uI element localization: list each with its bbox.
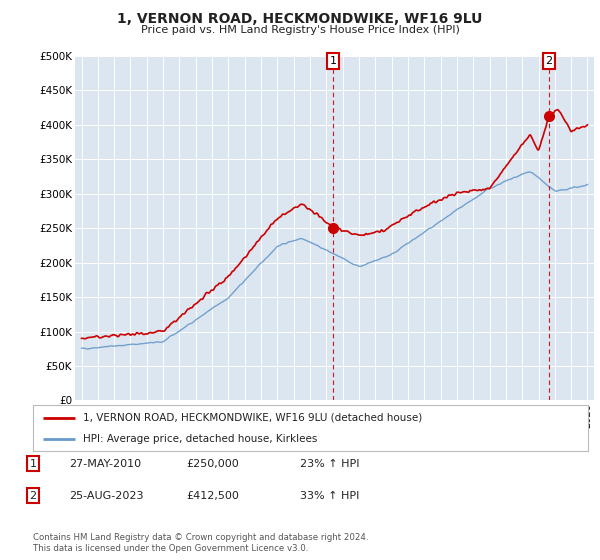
Text: 2: 2 — [29, 491, 37, 501]
Text: Contains HM Land Registry data © Crown copyright and database right 2024.
This d: Contains HM Land Registry data © Crown c… — [33, 533, 368, 553]
Text: 33% ↑ HPI: 33% ↑ HPI — [300, 491, 359, 501]
Text: 1, VERNON ROAD, HECKMONDWIKE, WF16 9LU (detached house): 1, VERNON ROAD, HECKMONDWIKE, WF16 9LU (… — [83, 413, 422, 423]
Text: 23% ↑ HPI: 23% ↑ HPI — [300, 459, 359, 469]
Text: 1: 1 — [329, 56, 337, 66]
Text: 2: 2 — [545, 56, 553, 66]
Text: £250,000: £250,000 — [186, 459, 239, 469]
Text: HPI: Average price, detached house, Kirklees: HPI: Average price, detached house, Kirk… — [83, 435, 317, 444]
Text: £412,500: £412,500 — [186, 491, 239, 501]
Text: 25-AUG-2023: 25-AUG-2023 — [69, 491, 143, 501]
Text: 1, VERNON ROAD, HECKMONDWIKE, WF16 9LU: 1, VERNON ROAD, HECKMONDWIKE, WF16 9LU — [118, 12, 482, 26]
Text: 1: 1 — [29, 459, 37, 469]
Text: 27-MAY-2010: 27-MAY-2010 — [69, 459, 141, 469]
Text: Price paid vs. HM Land Registry's House Price Index (HPI): Price paid vs. HM Land Registry's House … — [140, 25, 460, 35]
